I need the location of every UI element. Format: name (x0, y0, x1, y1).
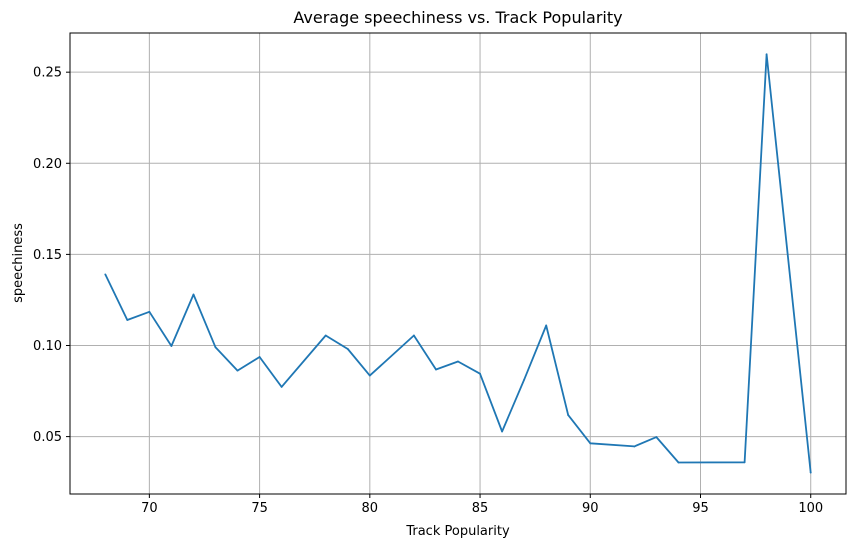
x-axis-label: Track Popularity (405, 524, 510, 539)
data-point (479, 372, 481, 375)
x-axis: 70 75 80 85 90 95 100 (141, 494, 823, 516)
x-tick-label: 85 (472, 501, 489, 516)
data-point (104, 273, 107, 276)
data-point (765, 53, 768, 56)
chart-title: Average speechiness vs. Track Popularity (293, 8, 622, 27)
data-point (368, 374, 371, 377)
data-point (280, 385, 283, 388)
data-point (677, 461, 680, 464)
y-tick-label: 0.15 (33, 248, 62, 263)
data-point (655, 436, 658, 439)
data-point (501, 430, 503, 433)
data-point (324, 334, 327, 337)
y-tick-label: 0.05 (33, 430, 62, 445)
data-point (126, 319, 129, 321)
plot-frame (69, 32, 847, 495)
x-tick-label: 70 (141, 501, 158, 516)
x-tick-label: 100 (798, 501, 823, 516)
x-tick-label: 80 (362, 501, 379, 516)
data-point (523, 378, 526, 381)
series-layer (104, 53, 812, 474)
y-tick-label: 0.25 (33, 66, 62, 81)
data-point (413, 334, 415, 337)
data-point (170, 345, 173, 347)
data-point (567, 414, 570, 417)
data-point (809, 471, 812, 474)
y-tick-label: 0.20 (33, 157, 62, 172)
data-point (236, 369, 239, 372)
data-point (346, 348, 349, 350)
data-point (214, 346, 217, 349)
data-point (545, 324, 548, 327)
data-point (457, 360, 459, 363)
data-point (633, 445, 636, 448)
x-tick-label: 75 (251, 501, 268, 516)
data-point (589, 442, 592, 445)
data-point (743, 461, 746, 464)
y-axis: 0.05 0.10 0.15 0.20 0.25 (33, 66, 70, 445)
data-point (435, 368, 437, 371)
y-axis-label: speechiness (11, 223, 26, 303)
grid-lines (70, 33, 846, 494)
data-point (258, 356, 261, 358)
y-tick-label: 0.10 (33, 339, 62, 354)
data-point (148, 310, 151, 313)
x-tick-label: 95 (692, 501, 709, 516)
x-tick-label: 90 (582, 501, 599, 516)
data-point (192, 293, 195, 296)
